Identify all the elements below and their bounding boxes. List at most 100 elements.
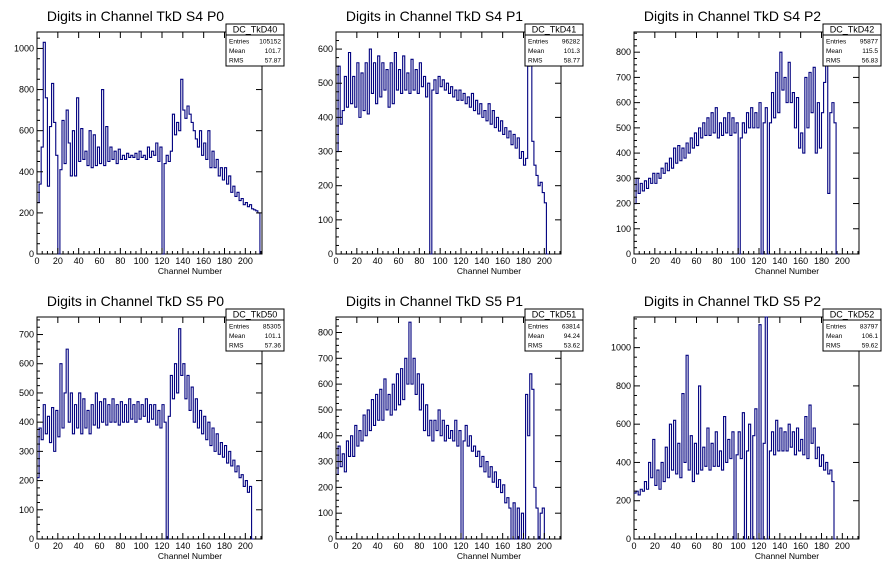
histogram-panel: Digits in Channel TkD S5 P1 0 20 40 60 80 100 1… bbox=[318, 293, 584, 561]
x-tick-label: 80 bbox=[115, 256, 125, 266]
stats-value-entries: 96282 bbox=[562, 39, 580, 46]
y-tick-label: 100 bbox=[616, 224, 631, 234]
x-axis-label: Channel Number bbox=[158, 266, 222, 276]
x-tick-label: 200 bbox=[537, 541, 552, 551]
y-tick-label: 0 bbox=[29, 534, 34, 544]
chart-title: Digits in Channel TkD S5 P1 bbox=[346, 293, 523, 309]
stats-value-rms: 53.62 bbox=[564, 343, 581, 350]
stats-box-frame bbox=[524, 308, 584, 352]
stats-name: DC_TkD52 bbox=[830, 310, 875, 320]
y-tick-label: 600 bbox=[19, 126, 34, 136]
y-tick-label: 300 bbox=[616, 173, 631, 183]
x-tick-label: 100 bbox=[433, 541, 448, 551]
stats-key-rms: RMS bbox=[826, 343, 841, 350]
chart-title: Digits in Channel TkD S4 P2 bbox=[644, 8, 821, 24]
y-tick-label: 500 bbox=[318, 405, 333, 415]
stats-key-mean: Mean bbox=[229, 333, 246, 340]
y-tick-label: 400 bbox=[318, 112, 333, 122]
x-tick-label: 40 bbox=[74, 256, 84, 266]
stats-value-entries: 85305 bbox=[263, 324, 281, 331]
stats-key-entries: Entries bbox=[229, 39, 250, 46]
stats-box: DC_TkD51 Entries 63814 Mean 94.24 RMS 53.62 bbox=[524, 308, 584, 352]
x-tick-label: 140 bbox=[772, 256, 787, 266]
x-tick-label: 200 bbox=[238, 541, 253, 551]
stats-key-mean: Mean bbox=[528, 333, 545, 340]
x-tick-label: 200 bbox=[835, 541, 850, 551]
y-tick-label: 200 bbox=[318, 181, 333, 191]
x-tick-label: 80 bbox=[115, 541, 125, 551]
x-tick-label: 100 bbox=[134, 256, 149, 266]
x-tick-label: 80 bbox=[712, 541, 722, 551]
x-tick-label: 0 bbox=[631, 256, 636, 266]
stats-box-frame bbox=[524, 23, 584, 67]
y-tick-label: 600 bbox=[616, 98, 631, 108]
x-tick-label: 60 bbox=[691, 256, 701, 266]
y-tick-label: 100 bbox=[318, 508, 333, 518]
y-tick-label: 800 bbox=[318, 327, 333, 337]
y-tick-label: 500 bbox=[616, 123, 631, 133]
y-tick-label: 300 bbox=[19, 446, 34, 456]
x-tick-label: 0 bbox=[34, 256, 39, 266]
stats-value-rms: 58.77 bbox=[564, 58, 581, 65]
x-tick-label: 60 bbox=[393, 541, 403, 551]
x-tick-label: 100 bbox=[731, 256, 746, 266]
y-tick-label: 200 bbox=[318, 482, 333, 492]
stats-value-entries: 105152 bbox=[259, 39, 281, 46]
x-tick-label: 100 bbox=[433, 256, 448, 266]
y-tick-label: 200 bbox=[616, 199, 631, 209]
stats-box: DC_TkD52 Entries 83797 Mean 106.1 RMS 59.62 bbox=[822, 308, 882, 352]
x-tick-label: 200 bbox=[238, 256, 253, 266]
stats-key-mean: Mean bbox=[826, 48, 843, 55]
x-axis-label: Channel Number bbox=[158, 551, 222, 561]
y-tick-label: 0 bbox=[328, 534, 333, 544]
y-tick-label: 800 bbox=[616, 381, 631, 391]
chart-title: Digits in Channel TkD S4 P0 bbox=[47, 8, 224, 24]
y-tick-label: 300 bbox=[318, 147, 333, 157]
y-tick-label: 400 bbox=[318, 431, 333, 441]
x-tick-label: 180 bbox=[516, 256, 531, 266]
plot-frame bbox=[36, 316, 263, 540]
x-tick-label: 200 bbox=[537, 256, 552, 266]
y-tick-label: 700 bbox=[19, 330, 34, 340]
x-tick-label: 60 bbox=[94, 541, 104, 551]
x-tick-label: 80 bbox=[414, 541, 424, 551]
x-axis-label: Channel Number bbox=[457, 266, 521, 276]
x-tick-label: 0 bbox=[34, 541, 39, 551]
stats-value-rms: 59.62 bbox=[862, 343, 879, 350]
stats-box-frame bbox=[225, 308, 285, 352]
x-tick-label: 40 bbox=[373, 256, 383, 266]
plot-frame bbox=[633, 31, 860, 255]
x-tick-label: 120 bbox=[154, 256, 169, 266]
y-tick-label: 500 bbox=[318, 78, 333, 88]
stats-name: DC_TkD42 bbox=[830, 25, 875, 35]
stats-value-mean: 101.3 bbox=[564, 48, 581, 55]
y-tick-label: 300 bbox=[318, 457, 333, 467]
y-tick-label: 100 bbox=[19, 505, 34, 515]
histogram-panel: Digits in Channel TkD S4 P1 0 20 40 60 80 100 1… bbox=[318, 8, 584, 276]
x-axis-label: Channel Number bbox=[755, 266, 819, 276]
y-tick-label: 600 bbox=[19, 359, 34, 369]
stats-box-frame bbox=[822, 23, 882, 67]
x-tick-label: 180 bbox=[217, 541, 232, 551]
histogram-panel: Digits in Channel TkD S4 P0 0 20 40 60 80 100 1… bbox=[14, 8, 285, 276]
x-tick-label: 0 bbox=[333, 256, 338, 266]
stats-key-entries: Entries bbox=[528, 324, 549, 331]
histogram-series bbox=[634, 51, 839, 255]
stats-key-entries: Entries bbox=[528, 39, 549, 46]
histogram-series bbox=[336, 321, 547, 540]
y-tick-label: 800 bbox=[19, 85, 34, 95]
stats-value-entries: 95877 bbox=[860, 39, 878, 46]
stats-value-mean: 101.7 bbox=[265, 48, 282, 55]
x-tick-label: 60 bbox=[94, 256, 104, 266]
stats-name: DC_TkD51 bbox=[532, 310, 577, 320]
x-tick-label: 80 bbox=[414, 256, 424, 266]
x-axis-label: Channel Number bbox=[457, 551, 521, 561]
x-tick-label: 60 bbox=[393, 256, 403, 266]
x-tick-label: 180 bbox=[516, 541, 531, 551]
stats-box-frame bbox=[822, 308, 882, 352]
x-tick-label: 40 bbox=[373, 541, 383, 551]
x-tick-label: 0 bbox=[333, 541, 338, 551]
y-tick-label: 400 bbox=[616, 457, 631, 467]
x-tick-label: 160 bbox=[793, 256, 808, 266]
